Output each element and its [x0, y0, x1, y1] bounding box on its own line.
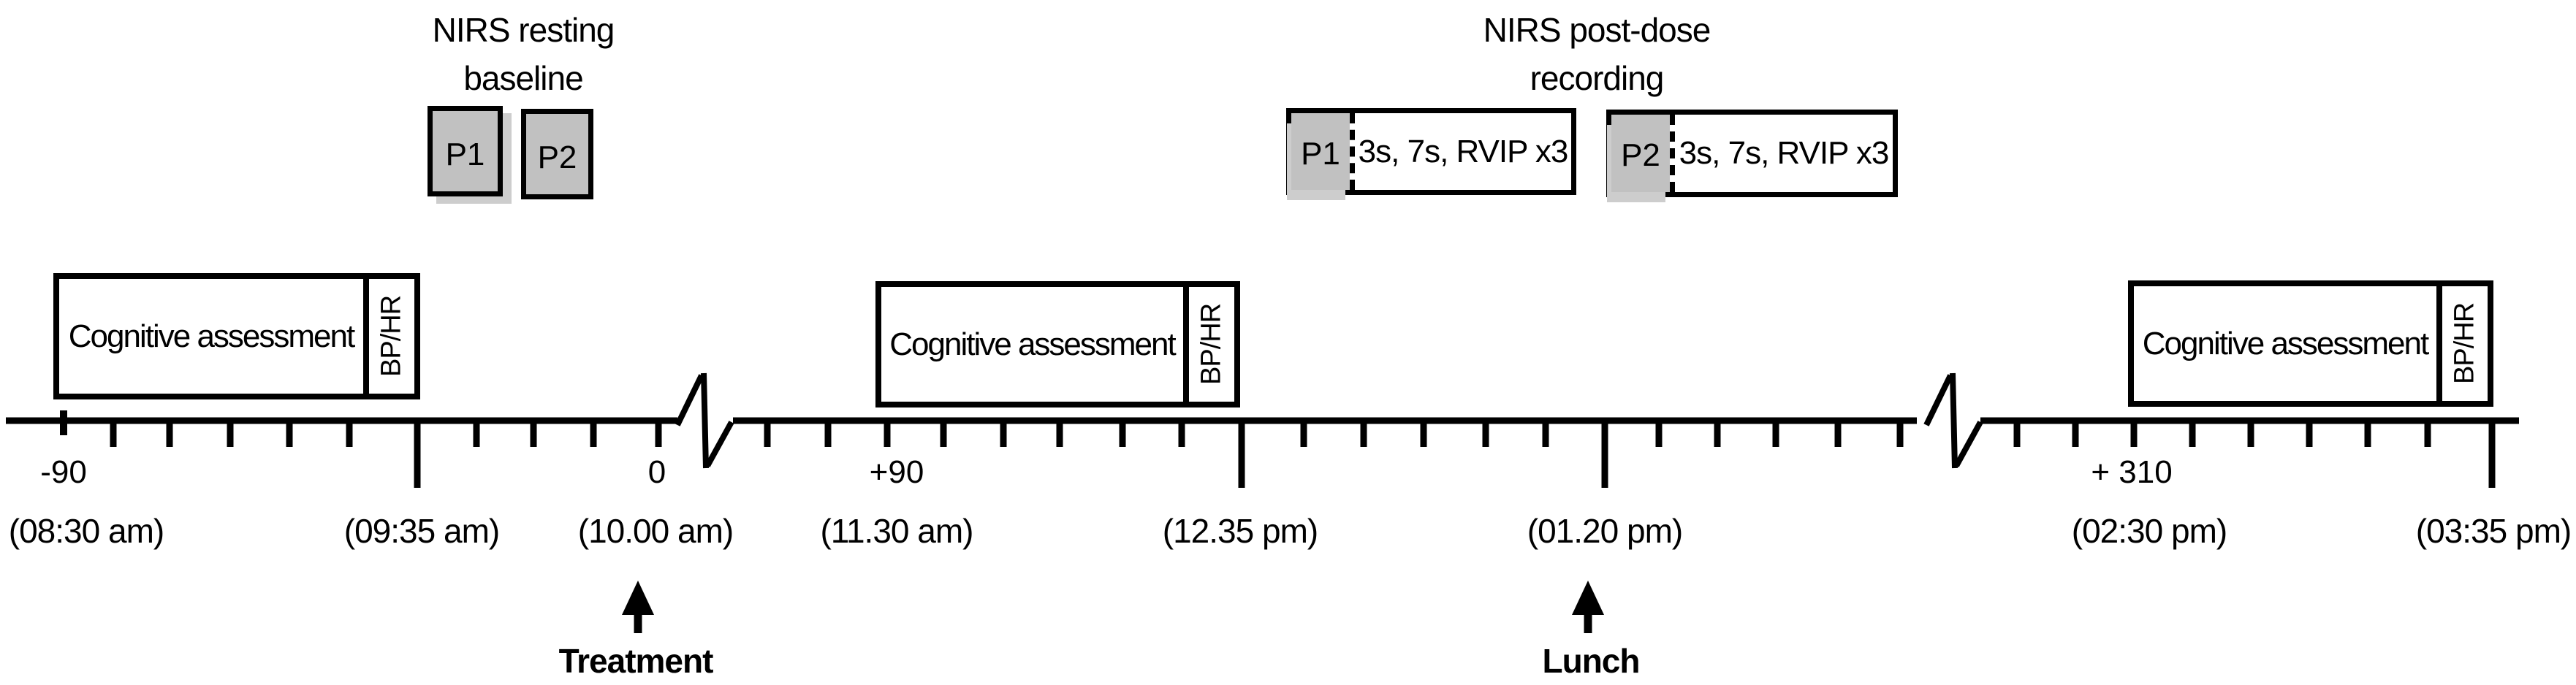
- cognitive-assessment-box-1: Cognitive assessment BP/HR: [53, 273, 420, 399]
- axis-break-stroke: [704, 421, 734, 467]
- lunch-arrow-icon: [1572, 581, 1604, 633]
- postdose-p2-probe-cell: P2: [1611, 115, 1670, 192]
- postdose-recording-p1-box: P1 3s, 7s, RVIP x3: [1286, 108, 1576, 195]
- baseline-probe-p2-label: P2: [537, 139, 577, 175]
- relative-time-plus-90: +90: [869, 454, 924, 490]
- nirs-baseline-title-line1: NIRS resting: [432, 11, 615, 49]
- postdose-p1-probe-label: P1: [1301, 135, 1340, 172]
- postdose-p2-probe-label: P2: [1621, 137, 1660, 173]
- arrow-head: [1572, 581, 1604, 615]
- nirs-postdose-title-line2: recording: [1530, 59, 1665, 97]
- cognitive-assessment-label: Cognitive assessment: [68, 318, 355, 354]
- clock-time-0120pm: (01.20 pm): [1527, 512, 1683, 550]
- clock-time-0935am: (09:35 am): [343, 512, 500, 550]
- baseline-probe-p2-box: P2: [521, 109, 593, 199]
- cognitive-assessment-box-2: Cognitive assessment BP/HR: [875, 281, 1240, 407]
- treatment-label: Treatment: [558, 642, 714, 680]
- axis-break-stroke: [1950, 372, 1958, 469]
- axis-break-stroke: [1953, 421, 1983, 467]
- axis-break-icon: [1923, 372, 1983, 469]
- dashed-divider: [1670, 115, 1675, 192]
- baseline-probe-p1-label: P1: [445, 137, 485, 172]
- clock-time-1130am: (11.30 am): [820, 512, 973, 550]
- postdose-p1-tasks-label: 3s, 7s, RVIP x3: [1358, 133, 1569, 169]
- axis-break-stroke: [1923, 374, 1953, 426]
- cognitive-assessment-box-3: Cognitive assessment BP/HR: [2128, 280, 2493, 407]
- relative-time-zero: 0: [647, 454, 666, 490]
- divider: [1183, 287, 1189, 402]
- clock-time-1235pm: (12.35 pm): [1162, 512, 1318, 550]
- clock-time-0830am: (08:30 am): [8, 512, 164, 550]
- nirs-baseline-title-line2: baseline: [463, 59, 583, 97]
- baseline-probe-p1-box: P1: [428, 106, 503, 196]
- nirs-postdose-title: NIRS post-dose recording: [1414, 6, 1779, 102]
- cognitive-assessment-label: Cognitive assessment: [2142, 325, 2429, 361]
- relative-time-plus-310: + 310: [2091, 454, 2173, 490]
- postdose-recording-p2-box: P2 3s, 7s, RVIP x3: [1606, 110, 1898, 197]
- axis-break-stroke: [701, 372, 709, 469]
- axis-break-icon: [675, 372, 734, 469]
- divider: [363, 279, 369, 394]
- axis-break-stroke: [675, 374, 704, 426]
- treatment-arrow-icon: [622, 581, 654, 633]
- divider: [2436, 286, 2442, 401]
- nirs-postdose-title-line1: NIRS post-dose: [1483, 11, 1711, 49]
- dashed-divider: [1350, 113, 1355, 190]
- postdose-p1-probe-cell: P1: [1291, 113, 1350, 190]
- nirs-baseline-title: NIRS resting baseline: [377, 6, 669, 102]
- clock-time-0230pm: (02:30 pm): [2071, 512, 2227, 550]
- relative-time-minus-90: -90: [40, 454, 87, 490]
- clock-time-1000am: (10.00 am): [577, 512, 734, 550]
- cognitive-assessment-label: Cognitive assessment: [889, 326, 1176, 362]
- clock-time-0335pm: (03:35 pm): [2415, 512, 2572, 550]
- postdose-p2-tasks-label: 3s, 7s, RVIP x3: [1679, 135, 1890, 171]
- arrow-head: [622, 581, 654, 615]
- lunch-label: Lunch: [1542, 642, 1641, 680]
